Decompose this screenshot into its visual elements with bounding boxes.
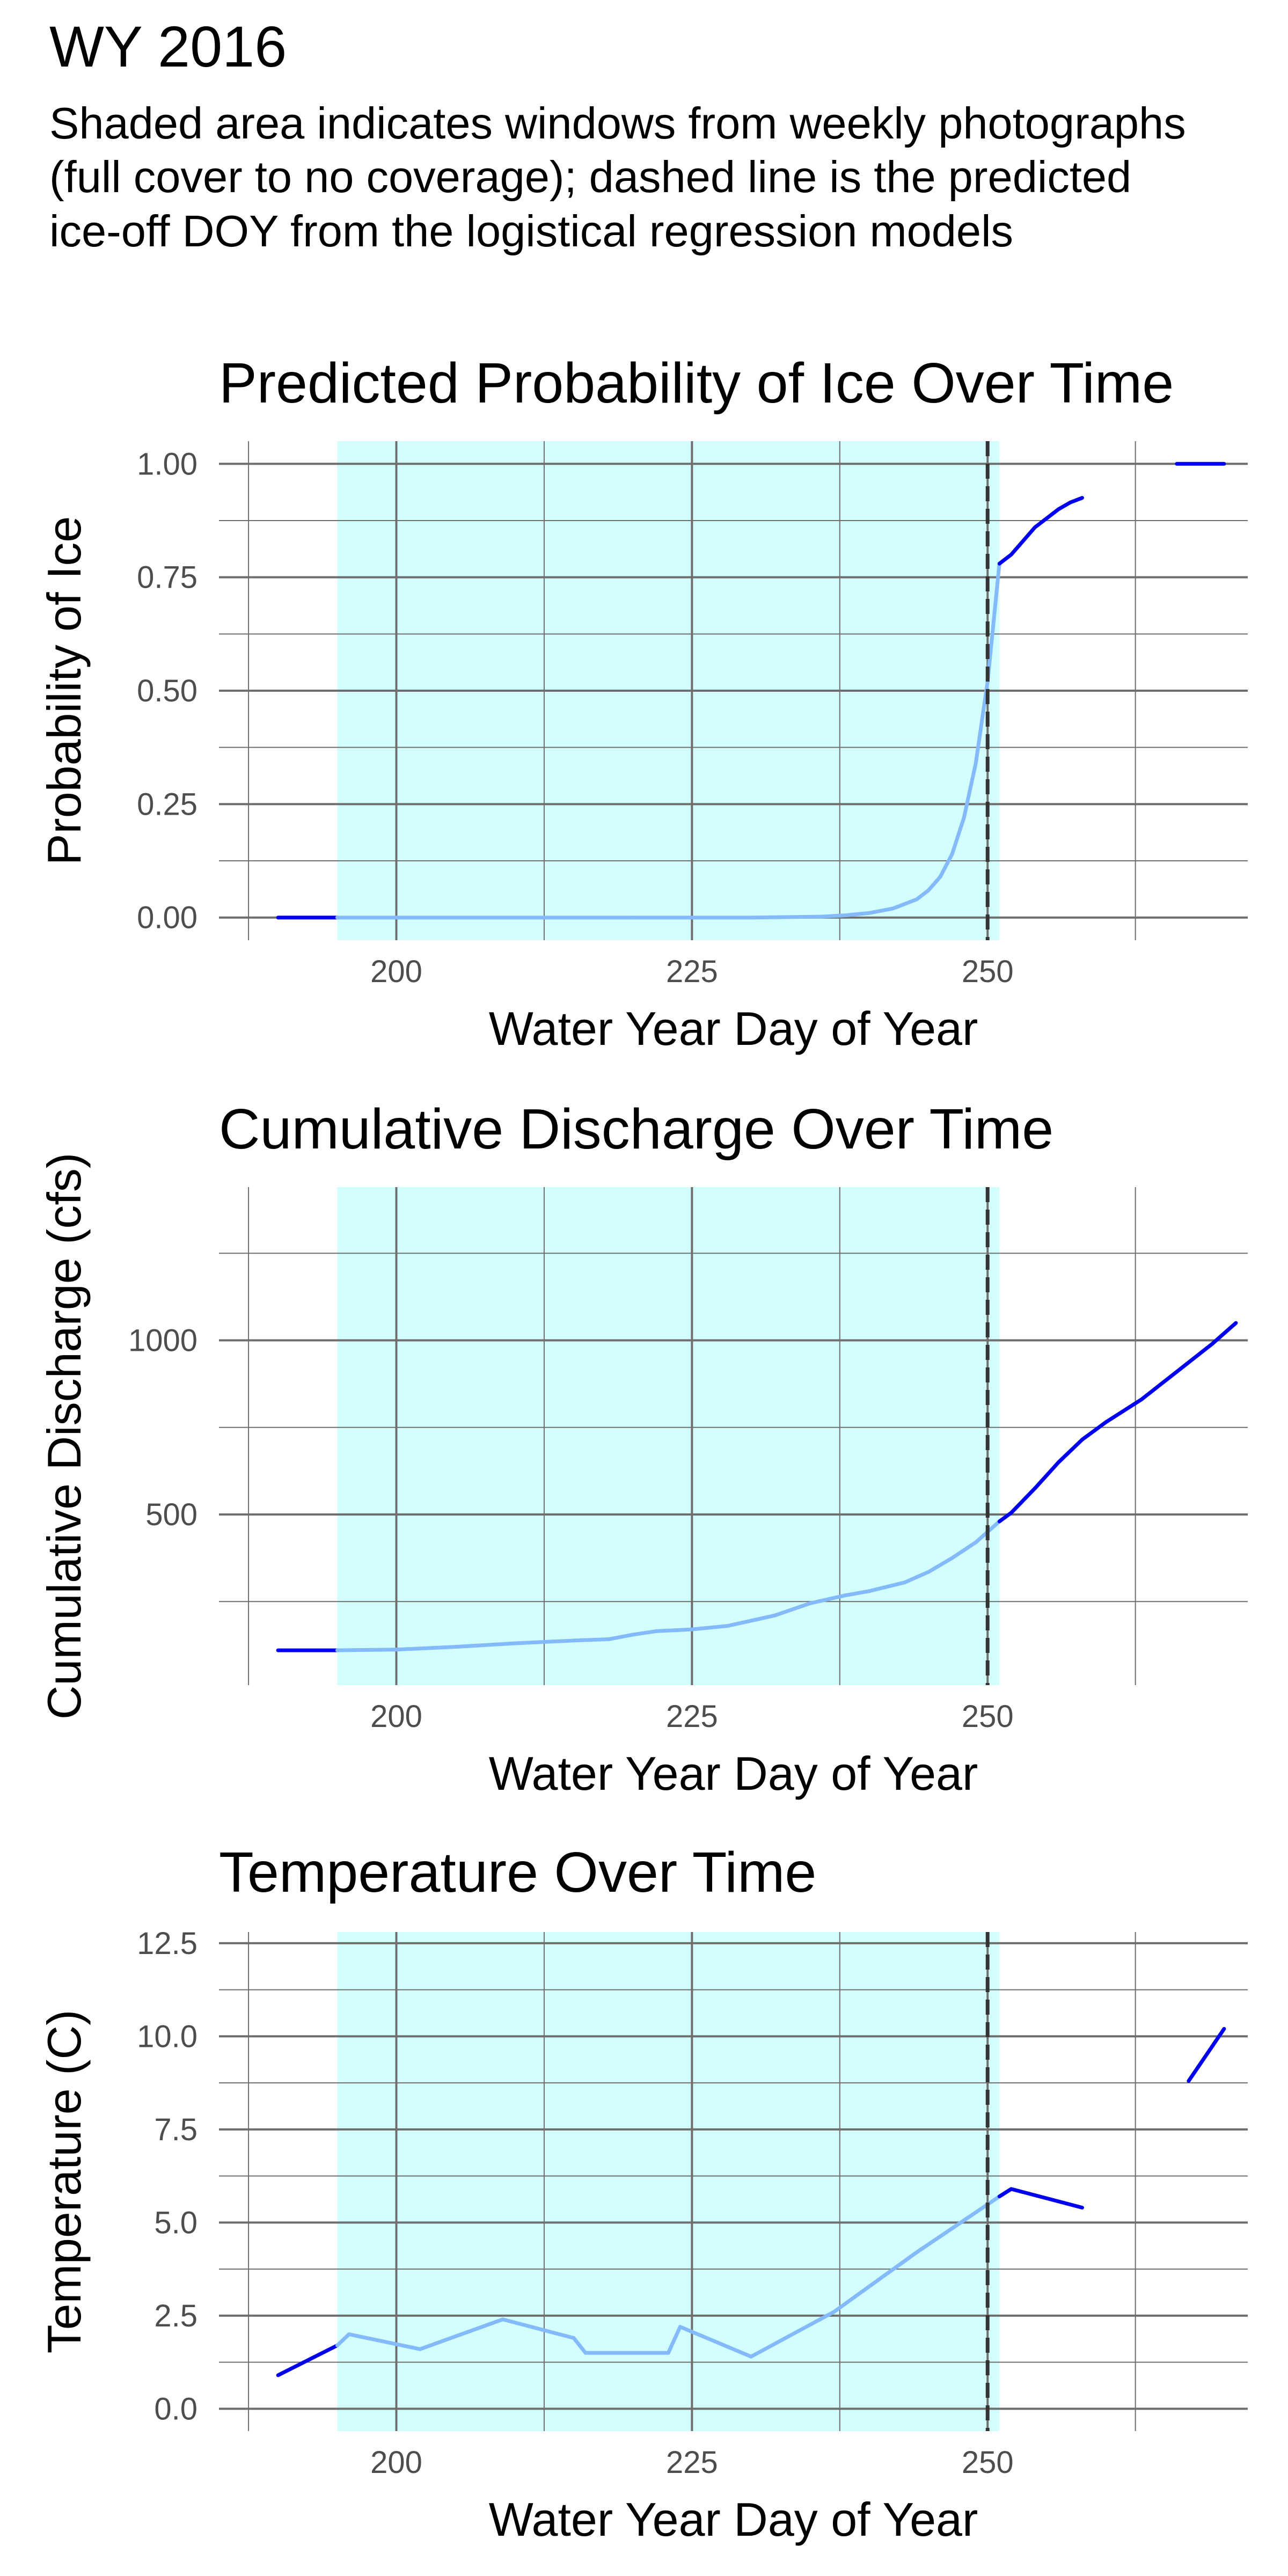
series-2-segment (1033, 516, 1049, 530)
series-2-segment (1139, 1370, 1179, 1402)
y-tick-label: 0.0 (154, 2391, 197, 2426)
series-2-segment (1056, 1437, 1085, 1465)
series-1-segment (974, 679, 990, 765)
series-1-segment (820, 913, 848, 919)
x-tick-label: 250 (962, 1699, 1014, 1734)
series-2-segment (1080, 1420, 1108, 1441)
series-1-segment (725, 1613, 777, 1628)
series-1-segment (962, 761, 978, 820)
series-1-segment (572, 1637, 611, 1643)
series-2-segment (1009, 1486, 1037, 1515)
series-1-segment (607, 1633, 635, 1641)
series-1-segment (394, 1645, 458, 1652)
chart-panel-1: 200 225 250 0.00 0.25 0.50 0.75 1.00 Predicted P… (38, 352, 1248, 1055)
series-1-segment (690, 1624, 729, 1631)
x-axis-label: Water Year Day of Year (489, 1002, 978, 1055)
x-tick-label: 200 (370, 2445, 422, 2480)
series-2-segment (1021, 525, 1037, 543)
series-1-segment (844, 911, 872, 917)
y-axis-label: Temperature (C) (38, 2010, 91, 2354)
y-tick-label: 5.0 (154, 2205, 197, 2240)
y-tick-label: 12.5 (137, 1926, 197, 1961)
page-subtitle: Shaded area indicates windows from weekl… (49, 98, 1186, 256)
series-2-segment (997, 552, 1013, 566)
y-tick-label: 7.5 (154, 2112, 197, 2147)
x-tick-label: 250 (962, 2445, 1014, 2480)
series-2-segment (678, 2325, 753, 2359)
y-axis-label: Cumulative Discharge (cfs) (38, 1153, 91, 1719)
series-2-segment (418, 2317, 505, 2351)
x-tick-label: 250 (962, 954, 1014, 989)
chart-title: Predicted Probability of Ice Over Time (219, 352, 1174, 415)
y-tick-label: 0.25 (137, 787, 197, 822)
series-1-segment (891, 897, 919, 911)
x-tick-label: 225 (666, 2445, 718, 2480)
y-tick-label: 0.50 (137, 674, 197, 708)
series-1-segment (950, 816, 966, 856)
chart-panel-3: 200 225 250 0.0 2.5 5.0 7.5 10.0 12.5 Temperature… (38, 1841, 1248, 2546)
series-2-segment (501, 2317, 576, 2340)
shaded-window (337, 1932, 1000, 2431)
series-1-segment (938, 852, 954, 879)
y-tick-label: 0.00 (137, 901, 197, 935)
series-2-segment (1056, 500, 1072, 511)
series-1-segment (903, 1570, 931, 1585)
x-axis-label: Water Year Day of Year (489, 2493, 978, 2546)
series-1-segment (867, 906, 895, 915)
series-1-segment (914, 888, 931, 902)
x-tick-label: 225 (666, 1699, 718, 1734)
series-1-segment (808, 1593, 848, 1605)
series-2-segment (1068, 496, 1085, 504)
y-tick-label: 2.5 (154, 2299, 197, 2333)
series-1-segment (950, 1540, 978, 1560)
y-tick-label: 10.0 (137, 2019, 197, 2054)
series-2-segment (347, 2332, 422, 2351)
chart-panel-2: 200 225 250 500 1000 Cumulative Discharge Ove… (38, 1097, 1248, 1800)
series-1-segment (773, 1601, 813, 1618)
y-tick-label: 1000 (128, 1323, 197, 1358)
series-3-segment (997, 2187, 1013, 2199)
series-1-segment (513, 1638, 576, 1645)
series-1-segment (631, 1629, 658, 1637)
y-tick-label: 500 (145, 1497, 197, 1532)
x-tick-label: 225 (666, 954, 718, 989)
series-4-segment (1187, 2026, 1226, 2083)
series-2-segment (335, 2332, 351, 2347)
shaded-window (337, 1187, 1000, 1685)
series-1-segment (985, 561, 1001, 684)
series-2-segment (997, 1511, 1013, 1524)
series-1-segment (453, 1641, 517, 1649)
x-tick-label: 200 (370, 1699, 422, 1734)
y-axis-label: Probability of Ice (38, 516, 91, 866)
chart-title: Temperature Over Time (219, 1841, 816, 1904)
series-1-segment (926, 1556, 954, 1574)
y-tick-label: 0.75 (137, 560, 197, 595)
series-2-segment (1044, 507, 1060, 521)
series-2-segment (1009, 539, 1025, 557)
series-1-segment (276, 2343, 339, 2377)
series-1-segment (654, 1627, 694, 1633)
chart-title: Cumulative Discharge Over Time (219, 1097, 1053, 1161)
series-2-segment (572, 2336, 588, 2355)
x-axis-label: Water Year Day of Year (489, 1747, 978, 1800)
page-title: WY 2016 (49, 14, 287, 79)
y-tick-label: 1.00 (137, 447, 197, 481)
series-2-segment (832, 2250, 919, 2314)
series-2-segment (1033, 1460, 1060, 1490)
series-3-segment (1009, 2187, 1085, 2210)
series-1-segment (926, 875, 942, 892)
series-2-segment (749, 2310, 836, 2359)
series-1-segment (844, 1589, 872, 1598)
series-1-segment (749, 914, 824, 920)
series-2-segment (1175, 1342, 1214, 1374)
series-2-segment (914, 2194, 1001, 2255)
x-tick-label: 200 (370, 954, 422, 989)
series-2-segment (1210, 1321, 1238, 1346)
series-2-segment (666, 2325, 682, 2355)
series-1-segment (867, 1580, 907, 1593)
series-2-segment (1104, 1397, 1144, 1424)
